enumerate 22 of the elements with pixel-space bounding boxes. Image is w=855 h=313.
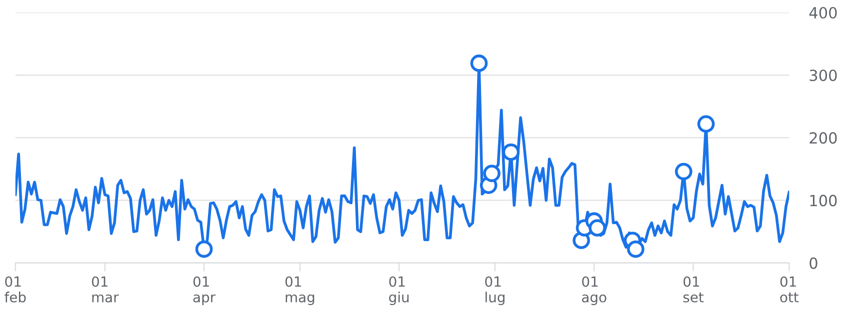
y-tick-label: 100	[810, 194, 837, 206]
point	[588, 219, 606, 237]
x-tick-label: 01 mag	[285, 276, 314, 306]
x-tick-label: 01 set	[683, 276, 704, 302]
x-tick-label: 01 lug	[485, 276, 504, 306]
x-tick-label: 01 apr	[193, 276, 216, 306]
point	[697, 115, 715, 133]
point	[483, 164, 500, 182]
y-tick-label: 400	[809, 6, 837, 19]
point	[195, 240, 213, 258]
point	[627, 240, 644, 258]
point	[502, 143, 520, 161]
x-tick-label: 01 mar	[92, 276, 119, 302]
point	[470, 54, 488, 72]
x-tick-label: 01 giu	[389, 276, 409, 306]
x-tick-label: 01 ago	[582, 276, 606, 306]
x-tick-label: 01 ott	[780, 276, 799, 302]
y-tick-label: 300	[810, 70, 837, 82]
y-tick-label: 200	[810, 132, 837, 144]
y-tick-label: 0	[810, 257, 818, 269]
x-tick-label: 01 feb	[4, 276, 26, 302]
point	[674, 162, 692, 180]
